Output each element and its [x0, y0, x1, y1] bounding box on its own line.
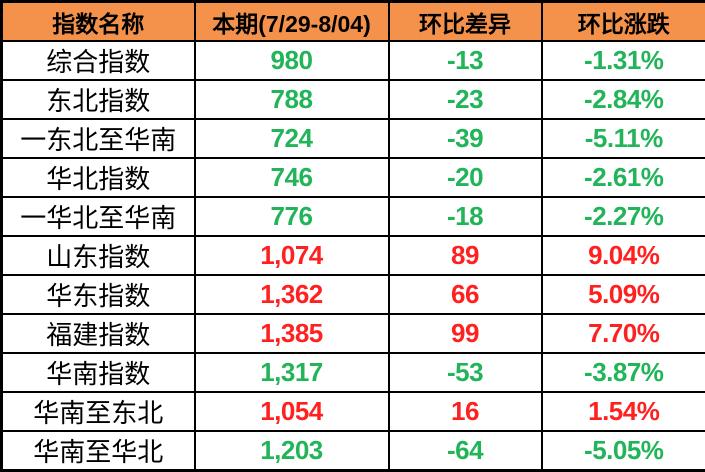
pct-cell: 9.04%: [542, 236, 705, 275]
header-pct-change: 环比涨跌: [542, 2, 705, 42]
index-name-cell: 华南至东北: [2, 392, 195, 431]
diff-cell: -53: [389, 353, 542, 392]
index-name-cell: 综合指数: [2, 41, 195, 80]
current-value-cell: 746: [195, 158, 389, 197]
pct-cell: -5.11%: [542, 119, 705, 158]
diff-cell: -13: [389, 41, 542, 80]
diff-cell: -39: [389, 119, 542, 158]
current-value-cell: 1,054: [195, 392, 389, 431]
index-name-cell: 一东北至华南: [2, 119, 195, 158]
pct-cell: 1.54%: [542, 392, 705, 431]
current-value-cell: 1,074: [195, 236, 389, 275]
header-index-name: 指数名称: [2, 2, 195, 42]
index-name-cell: 东北指数: [2, 80, 195, 119]
current-value-cell: 788: [195, 80, 389, 119]
header-diff: 环比差异: [389, 2, 542, 42]
current-value-cell: 1,317: [195, 353, 389, 392]
current-value-cell: 980: [195, 41, 389, 80]
diff-cell: -64: [389, 431, 542, 471]
current-value-cell: 1,362: [195, 275, 389, 314]
current-value-cell: 776: [195, 197, 389, 236]
diff-cell: 89: [389, 236, 542, 275]
diff-cell: -23: [389, 80, 542, 119]
index-name-cell: 福建指数: [2, 314, 195, 353]
index-name-cell: 一华北至华南: [2, 197, 195, 236]
pct-cell: 5.09%: [542, 275, 705, 314]
index-name-cell: 华南至华北: [2, 431, 195, 471]
pct-cell: -2.27%: [542, 197, 705, 236]
pct-cell: -2.61%: [542, 158, 705, 197]
pct-cell: -2.84%: [542, 80, 705, 119]
pct-cell: 7.70%: [542, 314, 705, 353]
index-name-cell: 山东指数: [2, 236, 195, 275]
header-row: 指数名称 本期(7/29-8/04) 环比差异 环比涨跌: [2, 2, 705, 42]
diff-cell: -18: [389, 197, 542, 236]
pct-cell: -1.31%: [542, 41, 705, 80]
table-header: 指数名称 本期(7/29-8/04) 环比差异 环比涨跌: [2, 2, 705, 42]
pct-cell: -3.87%: [542, 353, 705, 392]
index-name-cell: 华南指数: [2, 353, 195, 392]
header-current-period: 本期(7/29-8/04): [195, 2, 389, 42]
index-name-cell: 华北指数: [2, 158, 195, 197]
current-value-cell: 724: [195, 119, 389, 158]
current-value-cell: 1,385: [195, 314, 389, 353]
pct-cell: -5.05%: [542, 431, 705, 471]
index-name-cell: 华东指数: [2, 275, 195, 314]
diff-cell: 16: [389, 392, 542, 431]
diff-cell: 99: [389, 314, 542, 353]
diff-cell: -20: [389, 158, 542, 197]
diff-cell: 66: [389, 275, 542, 314]
current-value-cell: 1,203: [195, 431, 389, 471]
